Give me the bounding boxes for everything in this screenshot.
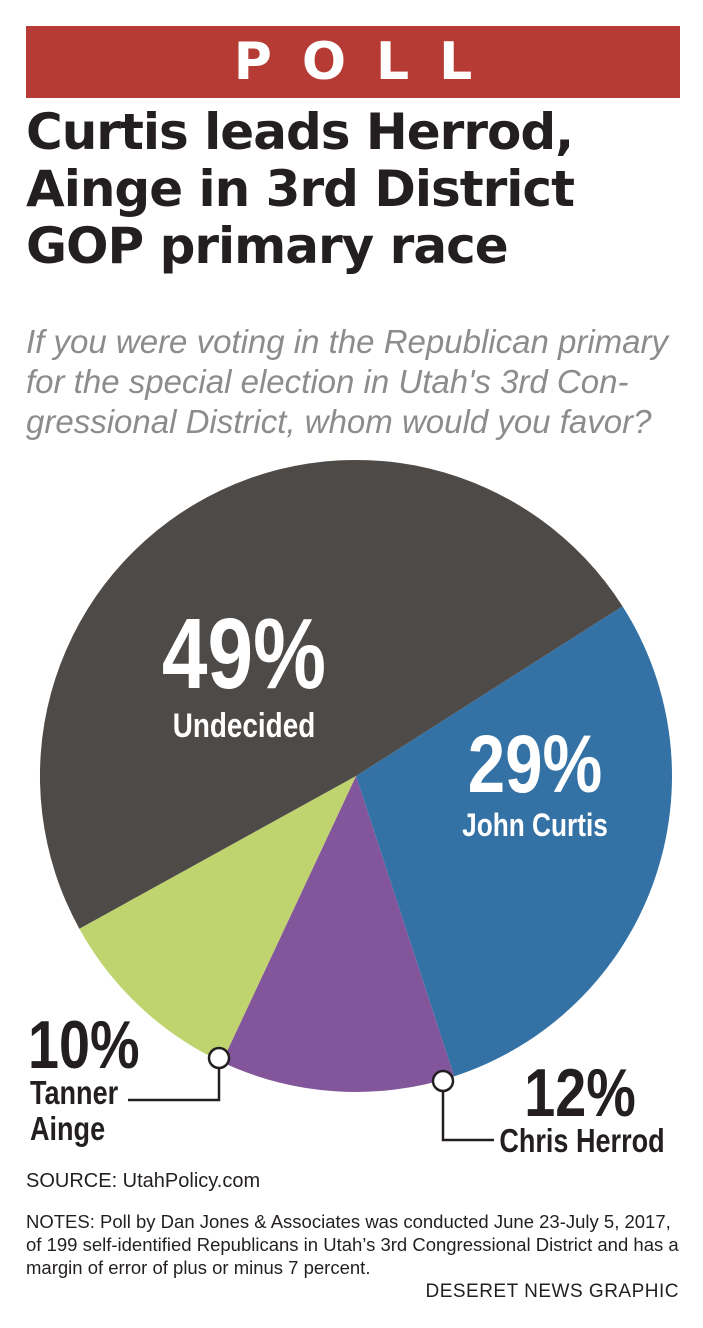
slice-label-ainge-line1: Tanner <box>30 1076 118 1112</box>
pie-slice-tanner-ainge <box>79 776 356 1063</box>
poll-question: If you were voting in the Republican pri… <box>26 323 668 440</box>
slice-label-curtis: John Curtis <box>462 809 608 844</box>
graphic-credit: DESERET NEWS GRAPHIC <box>425 1281 679 1302</box>
pie-slice-john-curtis <box>356 606 672 1077</box>
poll-banner: POLL <box>26 26 680 98</box>
pie-chart: 49% Undecided 29% John Curtis 10% Tanner… <box>28 459 672 1160</box>
value-label-ainge: 10% <box>28 1008 140 1083</box>
headline: Curtis leads Herrod, Ainge in 3rd Distri… <box>26 103 575 275</box>
notes-text: NOTES: Poll by Dan Jones & Associates wa… <box>26 1211 679 1278</box>
leader-dot-ainge <box>207 1046 231 1070</box>
pie-slice-chris-herrod <box>221 776 455 1092</box>
source-line: SOURCE: UtahPolicy.com <box>26 1170 261 1192</box>
value-label-undecided: 49% <box>162 598 326 710</box>
pie-slice-undecided <box>39 459 623 929</box>
slice-label-undecided: Undecided <box>173 706 315 744</box>
banner-text: POLL <box>233 32 503 92</box>
slice-label-ainge-line2: Ainge <box>30 1112 105 1148</box>
value-label-curtis: 29% <box>468 718 603 810</box>
pie-slices <box>39 459 672 1092</box>
slice-label-herrod: Chris Herrod <box>499 1124 664 1160</box>
leader-line-herrod <box>441 1081 494 1142</box>
value-label-herrod: 12% <box>524 1056 636 1131</box>
leader-lines <box>128 1058 494 1142</box>
leader-line-ainge <box>128 1058 221 1102</box>
leader-dot-herrod <box>431 1069 455 1093</box>
